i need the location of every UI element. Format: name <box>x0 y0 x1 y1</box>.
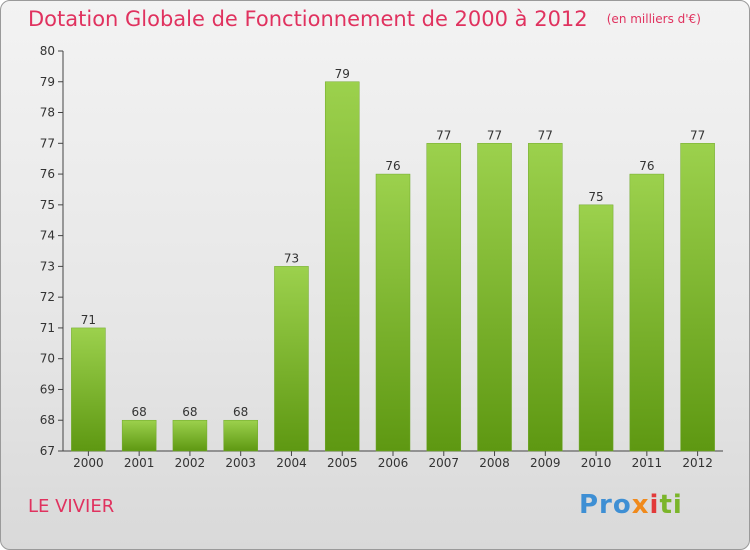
y-tick-label: 77 <box>40 136 55 150</box>
bar-value-label: 77 <box>538 128 553 142</box>
bar <box>121 419 157 452</box>
brand-part-4: ti <box>659 490 683 520</box>
bar-value-label: 79 <box>335 67 350 81</box>
bar-value-label: 75 <box>588 190 603 204</box>
bar <box>71 327 106 452</box>
title-row: Dotation Globale de Fonctionnement de 20… <box>28 7 701 31</box>
y-tick-label: 76 <box>40 167 55 181</box>
bar <box>477 143 512 452</box>
brand-part-1: Pro <box>579 490 632 520</box>
value-labels: 71 68 68 68 73 79 76 77 77 77 75 76 77 <box>81 67 706 419</box>
bar-value-label: 77 <box>690 128 705 142</box>
bar-value-label: 68 <box>132 405 147 419</box>
bar <box>680 143 715 452</box>
bars <box>71 81 715 452</box>
bar-value-label: 68 <box>182 405 197 419</box>
chart-subtitle: (en milliers d'€) <box>606 12 701 26</box>
x-tick-label: 2008 <box>479 456 510 470</box>
proxiti-logo: Proxiti <box>579 490 683 520</box>
y-tick-label: 68 <box>40 413 55 427</box>
bar-value-label: 76 <box>639 159 654 173</box>
x-tick-label: 2003 <box>225 456 256 470</box>
bar <box>629 173 665 452</box>
x-tick-label: 2005 <box>327 456 358 470</box>
bar <box>274 266 309 452</box>
y-tick-label: 80 <box>40 44 55 58</box>
x-tick-label: 2006 <box>378 456 409 470</box>
x-tick-label: 2011 <box>632 456 663 470</box>
x-tick-label: 2004 <box>276 456 307 470</box>
bar-value-label: 73 <box>284 251 299 265</box>
bar <box>324 81 360 452</box>
y-tick-label: 79 <box>40 75 55 89</box>
bar <box>528 143 563 452</box>
x-tick-label: 2000 <box>73 456 104 470</box>
x-tick-label: 2009 <box>530 456 561 470</box>
x-tick-label: 2002 <box>175 456 206 470</box>
axes: 67 68 69 70 71 72 73 74 75 76 77 78 79 80 2000 2001 2002… <box>40 44 723 470</box>
bar-value-label: 77 <box>487 128 502 142</box>
bar <box>223 419 258 452</box>
y-tick-label: 71 <box>40 321 55 335</box>
bar-value-label: 77 <box>436 128 451 142</box>
x-tick-label: 2007 <box>428 456 459 470</box>
bar <box>578 204 614 452</box>
y-tick-label: 67 <box>40 444 55 458</box>
x-tick-label: 2001 <box>124 456 155 470</box>
y-tick-label: 70 <box>40 352 55 366</box>
x-tick-label: 2012 <box>682 456 713 470</box>
x-tick-label: 2010 <box>581 456 612 470</box>
y-tick-label: 74 <box>40 229 55 243</box>
y-tick-label: 78 <box>40 106 55 120</box>
y-tick-label: 73 <box>40 259 55 273</box>
bar-value-label: 76 <box>385 159 400 173</box>
brand-part-2: x <box>631 490 650 520</box>
chart-title: Dotation Globale de Fonctionnement de 20… <box>28 7 588 31</box>
bar-value-label: 71 <box>81 313 96 327</box>
y-tick-label: 75 <box>40 198 55 212</box>
bar <box>172 419 208 452</box>
commune-label: LE VIVIER <box>28 496 115 517</box>
bar <box>426 143 462 452</box>
bar-value-label: 68 <box>233 405 248 419</box>
brand-part-3: i <box>649 490 660 520</box>
y-tick-label: 72 <box>40 290 55 304</box>
y-tick-label: 69 <box>40 382 55 396</box>
bar <box>375 173 411 452</box>
